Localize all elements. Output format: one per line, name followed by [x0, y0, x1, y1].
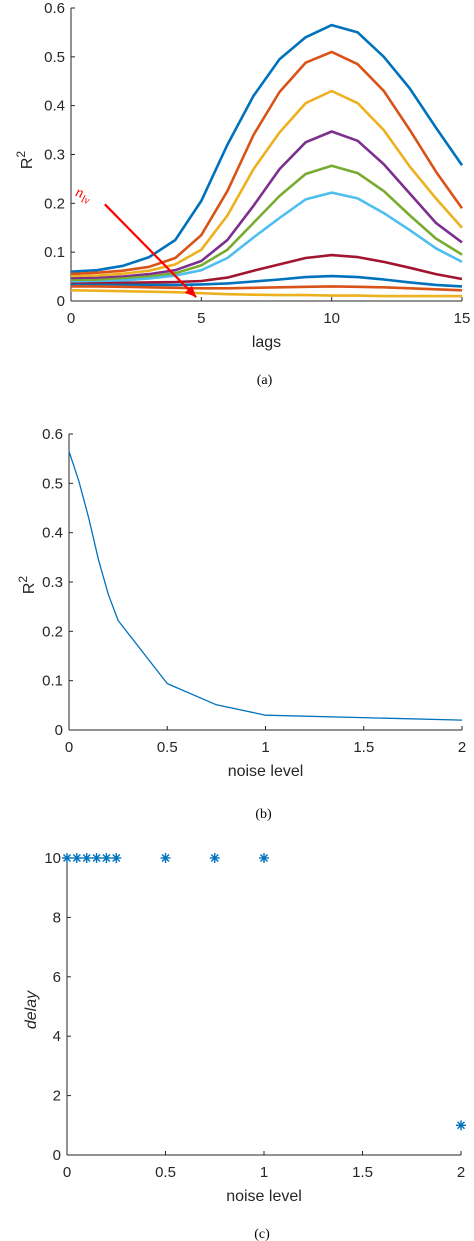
y-tick-label: 0.6 — [42, 426, 63, 443]
y-tick-label: 2 — [53, 1088, 61, 1105]
annotation-label-subscript: lv — [80, 193, 91, 207]
x-tick-label: 10 — [323, 310, 340, 327]
chart-c: 0 0.5 1 1.5 2 0 2 4 6 8 10 noise level delay (c) — [23, 850, 466, 1241]
y-tick-label: 10 — [44, 850, 61, 867]
series-line — [71, 285, 463, 292]
x-tick-label: 0 — [63, 1164, 71, 1181]
y-tick-label: 0.2 — [42, 623, 63, 640]
marker-stroke — [161, 854, 170, 862]
y-tick-label: 4 — [53, 1028, 61, 1045]
data-point — [160, 853, 171, 863]
x-tick-label: 2 — [458, 739, 466, 756]
series-line — [70, 289, 462, 298]
annotation-arrow — [104, 203, 197, 298]
y-tick-label: 6 — [53, 969, 61, 986]
x-tick-label: 0.5 — [157, 739, 178, 756]
y-axis-label-text: delay — [23, 990, 40, 1029]
y-tick-label: 0.6 — [44, 0, 65, 17]
data-point — [91, 853, 102, 863]
figure-caption: (a) — [257, 373, 273, 388]
series-line — [71, 274, 463, 288]
marker-stroke — [102, 854, 111, 862]
series-line — [70, 253, 463, 286]
x-tick-label: 2 — [457, 1164, 465, 1181]
figure-caption: (b) — [255, 807, 272, 822]
data-point — [62, 853, 72, 863]
marker-stroke — [82, 854, 91, 862]
y-axis-label-text: R — [19, 158, 36, 170]
y-tick-label: 0.3 — [42, 574, 63, 591]
data-point — [81, 853, 92, 863]
y-tick-label: 0 — [57, 293, 65, 310]
data-point — [71, 853, 82, 863]
x-tick-label: 1.5 — [352, 1164, 373, 1181]
data-point — [101, 853, 112, 863]
x-axis-label: lags — [252, 334, 281, 351]
y-tick-label: 0.4 — [44, 98, 65, 115]
x-axis-label: noise level — [228, 763, 304, 780]
series-line — [70, 191, 463, 284]
y-tick-label: 0.5 — [44, 49, 65, 66]
y-tick-label: 0.1 — [44, 244, 65, 261]
x-tick-label: 1 — [261, 739, 269, 756]
x-tick-label: 5 — [197, 310, 205, 327]
marker-stroke — [210, 854, 219, 862]
x-tick-label: 0.5 — [155, 1164, 176, 1181]
annotation-arrowhead — [184, 285, 197, 298]
x-tick-label: 1 — [260, 1164, 268, 1181]
data-point — [259, 853, 269, 863]
y-tick-label: 0 — [53, 1147, 61, 1164]
y-tick-label: 0.1 — [42, 673, 63, 690]
chart-b: 0 0.5 1 1.5 2 0 0.1 0.2 0.3 0.4 0.5 0.6 noise level R… — [16, 426, 466, 822]
series-line — [70, 23, 464, 273]
x-axis-label: noise level — [226, 1188, 302, 1205]
x-tick-label: 1.5 — [353, 739, 374, 756]
y-axis-label-superscript: 2 — [16, 576, 30, 583]
chart-a: 0 5 10 15 0 0.1 0.2 0.3 0.4 0.5 0.6 lags R2 (a) nlv — [14, 0, 470, 388]
marker-stroke — [72, 854, 81, 862]
marker-stroke — [92, 854, 101, 862]
marker-stroke — [457, 1121, 465, 1130]
data-point — [209, 853, 220, 863]
series-line — [70, 130, 463, 280]
annotation-label: nlv — [72, 184, 93, 207]
y-tick-label: 0.5 — [42, 475, 63, 492]
marker-stroke — [260, 854, 268, 862]
y-axis-label-superscript: 2 — [14, 151, 28, 158]
x-tick-label: 0 — [67, 310, 75, 327]
marker-stroke — [63, 854, 71, 862]
data-point — [456, 1120, 466, 1131]
series-line — [70, 89, 463, 278]
y-axis-label: R2 — [14, 151, 36, 170]
y-tick-label: 0 — [55, 722, 63, 739]
figure-caption: (c) — [254, 1227, 270, 1241]
y-tick-label: 8 — [53, 909, 61, 926]
y-axis-label-text: R — [21, 583, 38, 595]
data-point — [111, 853, 122, 863]
series-line — [70, 164, 463, 282]
x-tick-label: 0 — [65, 739, 73, 756]
y-axis-label: delay — [23, 990, 40, 1029]
y-axis-label: R2 — [16, 576, 38, 595]
marker-stroke — [112, 854, 121, 862]
y-tick-label: 0.2 — [44, 195, 65, 212]
x-tick-label: 15 — [454, 310, 471, 327]
y-tick-label: 0.4 — [42, 525, 63, 542]
y-tick-label: 0.3 — [44, 147, 65, 164]
series-line — [68, 451, 463, 721]
series-line — [70, 50, 464, 276]
